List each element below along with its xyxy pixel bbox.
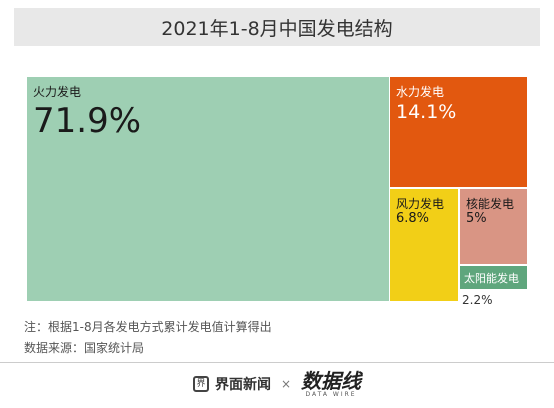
tile-value-wind: 6.8% [396, 211, 430, 226]
jiemian-logo: 界 界面新闻 [192, 374, 271, 394]
title-bar: 2021年1-8月中国发电结构 [14, 8, 540, 46]
tile-label-nuclear: 核能发电 [466, 197, 515, 211]
times-sign: × [280, 377, 292, 391]
footer-divider [0, 362, 554, 363]
tile-value-thermal: 71.9% [33, 101, 142, 141]
datawire-name: 数据线 [301, 368, 362, 393]
tile-value-solar: 2.2% [462, 293, 493, 307]
tile-label-hydro: 水力发电 [396, 85, 445, 99]
treemap: 火力发电 71.9% 水力发电 14.1% 风力发电 6.8% 核能发电 5% 太阳能发电 [27, 77, 527, 301]
source-note: 数据来源：国家统计局 [24, 341, 145, 355]
treemap-tile-nuclear: 核能发电 5% [460, 189, 527, 264]
datawire-logo: 数据线 DATA WIRE [301, 371, 361, 398]
jiemian-name: 界面新闻 [214, 377, 271, 393]
treemap-tile-wind: 风力发电 6.8% [390, 189, 458, 301]
treemap-tile-solar: 太阳能发电 [460, 266, 527, 289]
datawire-subtitle: DATA WIRE [305, 390, 357, 398]
treemap-tile-thermal: 火力发电 71.9% [27, 77, 389, 301]
jiemian-icon: 界 [192, 376, 209, 392]
treemap-tile-hydro: 水力发电 14.1% [390, 77, 527, 187]
tile-label-solar: 太阳能发电 [464, 272, 519, 285]
tile-label-thermal: 火力发电 [33, 85, 82, 99]
footnote: 注：根据1-8月各发电方式累计发电值计算得出 [24, 320, 272, 334]
tile-label-wind: 风力发电 [396, 197, 445, 211]
footer: 界 界面新闻 × 数据线 DATA WIRE [0, 368, 554, 400]
tile-value-hydro: 14.1% [396, 101, 457, 123]
tile-value-nuclear: 5% [466, 211, 487, 226]
chart-title: 2021年1-8月中国发电结构 [161, 17, 393, 40]
